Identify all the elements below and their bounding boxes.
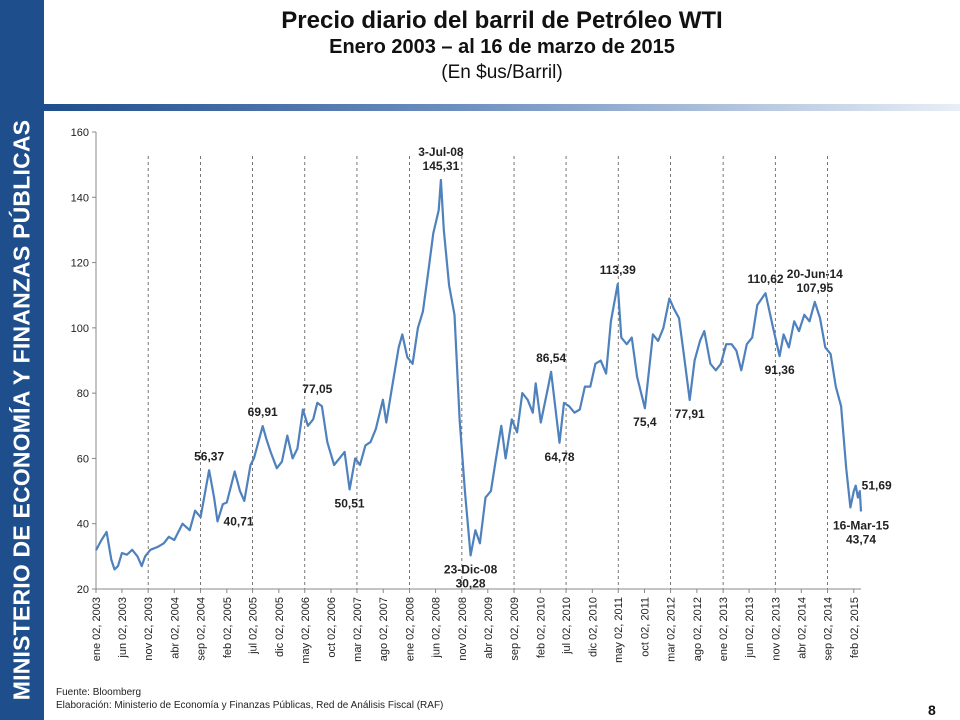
data-label: 43,74 — [846, 533, 876, 547]
x-tick-label: abr 02, 2014 — [796, 597, 808, 659]
x-tick-label: sep 02, 2004 — [196, 597, 208, 661]
data-label: 51,69 — [862, 479, 892, 493]
data-label: 110,62 — [748, 272, 784, 286]
x-tick-label: oct 02, 2011 — [640, 597, 652, 657]
x-tick-label: nov 02, 2013 — [770, 597, 782, 661]
x-tick-label: sep 02, 2009 — [509, 597, 521, 661]
x-tick-label: mar 02, 2007 — [352, 597, 364, 662]
x-tick-label: feb 02, 2015 — [849, 597, 861, 658]
data-label: 23-Dic-08 — [444, 562, 498, 576]
x-tick-label: jun 02, 2008 — [431, 597, 443, 659]
x-tick-label: nov 02, 2008 — [457, 597, 469, 661]
data-label: 56,37 — [194, 449, 224, 463]
data-label: 77,05 — [302, 382, 332, 396]
data-label: 91,36 — [765, 363, 795, 377]
y-tick-label: 140 — [71, 192, 89, 204]
x-tick-label: oct 02, 2006 — [326, 597, 338, 658]
footer: Fuente: Bloomberg Elaboración: Ministeri… — [56, 686, 443, 712]
data-label: 64,78 — [545, 450, 575, 464]
oil-price-chart: 20 40 60 80 100 120 140 160 ene 02, 2003 jun 02, … — [71, 127, 892, 664]
y-tick-label: 160 — [71, 127, 89, 139]
x-tick-label: jun 02, 2013 — [744, 597, 756, 659]
data-label: 86,54 — [536, 351, 566, 365]
data-label: 145,31 — [423, 159, 460, 173]
price-series-line — [95, 178, 863, 571]
x-tick-label: abr 02, 2009 — [483, 597, 495, 659]
data-label: 16-Mar-15 — [833, 519, 889, 533]
data-label: 50,51 — [335, 496, 365, 510]
y-tick-label: 80 — [77, 388, 89, 400]
y-tick-label: 120 — [71, 258, 89, 270]
sidebar: MINISTERIO DE ECONOMÍA Y FINANZAS PÚBLIC… — [0, 0, 44, 720]
x-tick-label: may 02, 2006 — [300, 597, 312, 664]
x-tick-label: dic 02, 2010 — [587, 597, 599, 657]
x-tick-label: may 02, 2011 — [613, 597, 625, 663]
x-tick-label: ene 02, 2008 — [404, 597, 416, 661]
x-tick-label: ene 02, 2003 — [91, 597, 103, 661]
y-tick-label: 100 — [71, 323, 89, 335]
data-label: 30,28 — [456, 576, 486, 590]
x-tick-label: jul 02, 2010 — [561, 597, 573, 655]
x-tick-label: feb 02, 2010 — [535, 597, 547, 658]
chart-units: (En $us/Barril) — [441, 62, 563, 83]
x-tick-label: mar 02, 2012 — [666, 597, 678, 662]
x-tick-label: dic 02, 2005 — [274, 597, 286, 657]
data-label: 40,71 — [224, 514, 254, 528]
ministry-name: MINISTERIO DE ECONOMÍA Y FINANZAS PÚBLIC… — [8, 119, 35, 701]
x-tick-label: jul 02, 2005 — [248, 597, 260, 655]
x-tick-label: nov 02, 2003 — [143, 597, 155, 661]
x-tick-label: jun 02, 2003 — [117, 597, 129, 659]
chart-title: Precio diario del barril de Petróleo WTI — [281, 7, 723, 34]
data-label: 107,95 — [796, 281, 833, 295]
page-number: 8 — [928, 702, 936, 718]
title-block: Precio diario del barril de Petróleo WTI… — [44, 6, 960, 86]
x-tick-label: abr 02, 2004 — [169, 597, 181, 659]
y-tick-label: 20 — [77, 584, 89, 596]
data-label: 77,91 — [675, 407, 705, 421]
y-tick-label: 60 — [77, 453, 89, 465]
chart-subtitle: Enero 2003 – al 16 de marzo de 2015 — [329, 36, 675, 58]
data-label: 20-Jun-14 — [787, 267, 843, 281]
data-label: 113,39 — [600, 263, 636, 277]
x-tick-label: sep 02, 2014 — [823, 597, 835, 661]
source-note: Fuente: Bloomberg — [56, 687, 142, 698]
y-tick-label: 40 — [77, 519, 89, 531]
x-tick-label: feb 02, 2005 — [222, 597, 234, 658]
data-label: 75,4 — [633, 415, 657, 429]
elaboration-note: Elaboración: Ministerio de Economía y Fi… — [56, 700, 444, 711]
x-tick-label: ene 02, 2013 — [718, 597, 730, 661]
data-label: 3-Jul-08 — [418, 145, 464, 159]
header-rule — [44, 104, 960, 111]
x-tick-label: ago 02, 2012 — [692, 597, 704, 661]
data-label: 69,91 — [248, 405, 278, 419]
x-tick-label: ago 02, 2007 — [378, 597, 390, 661]
